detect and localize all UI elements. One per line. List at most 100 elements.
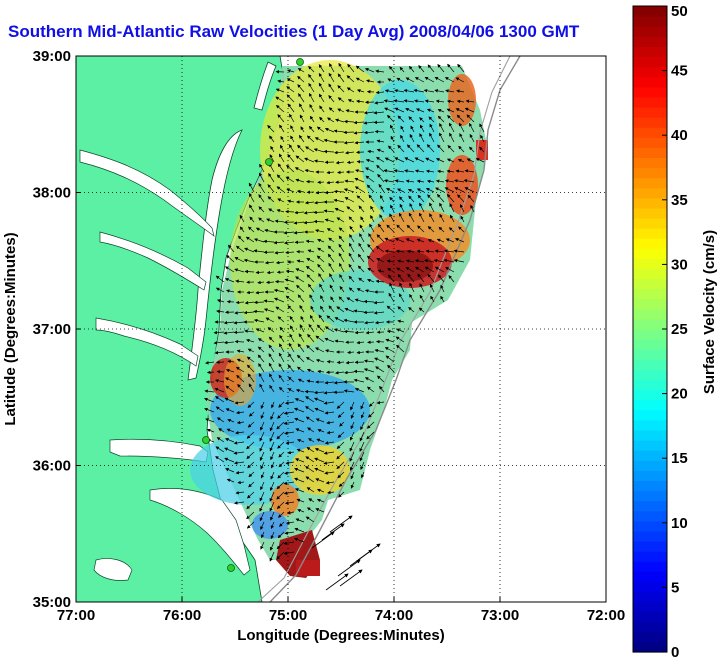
colorbar-segment xyxy=(633,207,667,219)
velocity-arrow xyxy=(274,297,285,303)
velocity-arrow xyxy=(416,179,425,184)
colorbar-segment xyxy=(633,228,667,239)
delaware-bay xyxy=(253,61,277,111)
colorbar-segment xyxy=(633,490,667,502)
velocity-arrow xyxy=(346,206,355,213)
velocity-arrow xyxy=(235,430,245,435)
velocity-arrow xyxy=(295,458,305,463)
velocity-arrow xyxy=(436,193,445,203)
x-axis-ticks: 77:00 76:00 75:00 74:00 73:00 72:00 xyxy=(57,597,625,624)
colorbar-segment xyxy=(633,631,667,643)
velocity-arrow xyxy=(359,233,365,243)
velocity-arrow xyxy=(300,315,305,323)
velocity-arrow xyxy=(296,189,305,194)
velocity-arrow xyxy=(258,172,265,183)
velocity-arrow xyxy=(225,266,235,273)
velocity-arrow xyxy=(233,321,245,325)
colorbar-segment xyxy=(633,409,667,421)
velocity-arrow xyxy=(260,541,265,550)
velocity-arrow xyxy=(435,179,445,183)
velocity-arrow xyxy=(295,268,305,273)
velocity-arrow xyxy=(277,79,285,84)
colorbar-segment xyxy=(633,86,667,98)
colorbar-tick-label: 45 xyxy=(671,63,688,80)
velocity-arrow xyxy=(348,252,355,263)
velocity-arrow xyxy=(457,194,465,203)
velocity-arrow xyxy=(377,173,385,183)
velocity-arrow xyxy=(380,205,385,213)
velocity-arrow xyxy=(269,481,275,492)
velocity-arrow xyxy=(426,108,435,113)
velocity-arrow xyxy=(448,227,455,233)
velocity-arrow xyxy=(269,135,275,143)
velocity-arrow xyxy=(480,134,485,143)
velocity-arrow xyxy=(429,132,435,143)
velocity-arrow xyxy=(295,388,305,393)
velocity-arrow xyxy=(375,245,385,253)
velocity-arrow xyxy=(316,324,325,333)
colorbar-segment xyxy=(633,217,667,229)
velocity-arrow xyxy=(258,372,265,383)
velocity-arrow xyxy=(305,406,315,413)
velocity-arrow xyxy=(276,481,285,490)
colorbar-segment xyxy=(633,36,667,47)
velocity-arrow xyxy=(439,122,445,133)
velocity-arrow xyxy=(233,441,245,445)
velocity-arrow xyxy=(469,146,475,153)
velocity-arrow xyxy=(268,353,275,363)
velocity-arrow xyxy=(276,541,285,550)
velocity-arrow xyxy=(255,290,265,295)
velocity-arrow xyxy=(225,468,235,473)
velocity-arrow xyxy=(428,116,435,123)
velocity-arrow xyxy=(365,158,375,163)
velocity-arrow xyxy=(396,267,405,273)
velocity-arrow xyxy=(317,263,325,273)
velocity-arrow xyxy=(397,144,405,153)
velocity-arrow xyxy=(297,144,305,153)
velocity-arrow xyxy=(244,247,255,253)
velocity-arrow xyxy=(375,366,385,373)
velocity-arrow xyxy=(324,127,335,133)
colorbar-tick-label: 40 xyxy=(671,127,688,144)
velocity-arrow xyxy=(306,368,315,373)
velocity-arrow xyxy=(357,543,381,561)
velocity-arrow xyxy=(334,207,345,213)
velocity-arrow xyxy=(359,431,365,442)
velocity-arrow xyxy=(249,216,255,223)
velocity-arrow xyxy=(227,244,235,253)
velocity-arrow xyxy=(344,370,355,375)
colorbar-segment xyxy=(633,157,667,169)
velocity-arrow xyxy=(324,326,335,333)
velocity-arrow xyxy=(408,116,415,123)
velocity-arrow xyxy=(384,347,395,353)
velocity-arrow xyxy=(348,216,355,223)
colorbar-tick-label: 25 xyxy=(671,321,688,338)
velocity-arrow xyxy=(425,169,435,173)
velocity-arrow xyxy=(408,212,415,223)
velocity-arrow xyxy=(294,210,305,215)
velocity-arrow xyxy=(279,334,285,343)
velocity-arrow xyxy=(224,447,235,453)
velocity-arrow xyxy=(275,260,285,265)
velocity-arrow xyxy=(389,196,395,203)
velocity-arrow xyxy=(399,66,405,73)
velocity-arrow xyxy=(299,305,305,313)
velocity-arrow xyxy=(270,471,275,480)
velocity-arrow xyxy=(310,305,315,313)
velocity-arrow xyxy=(323,451,335,455)
colorbar-segment xyxy=(633,450,667,461)
velocity-arrow xyxy=(325,481,335,485)
x-tick-label: 72:00 xyxy=(587,607,625,624)
velocity-arrow xyxy=(414,169,425,173)
velocity-arrow xyxy=(276,501,285,509)
colorbar-segment xyxy=(633,419,667,431)
velocity-arrow xyxy=(384,237,395,243)
blob-orange-south xyxy=(271,484,299,516)
velocity-arrow xyxy=(248,383,255,393)
velocity-arrow xyxy=(324,411,335,415)
velocity-arrow xyxy=(270,411,275,421)
velocity-arrow xyxy=(405,259,415,263)
velocity-arrow xyxy=(400,125,405,133)
y-axis-ticks: 35:00 36:00 37:00 38:00 39:00 xyxy=(33,48,81,611)
colorbar-segment xyxy=(633,16,667,27)
